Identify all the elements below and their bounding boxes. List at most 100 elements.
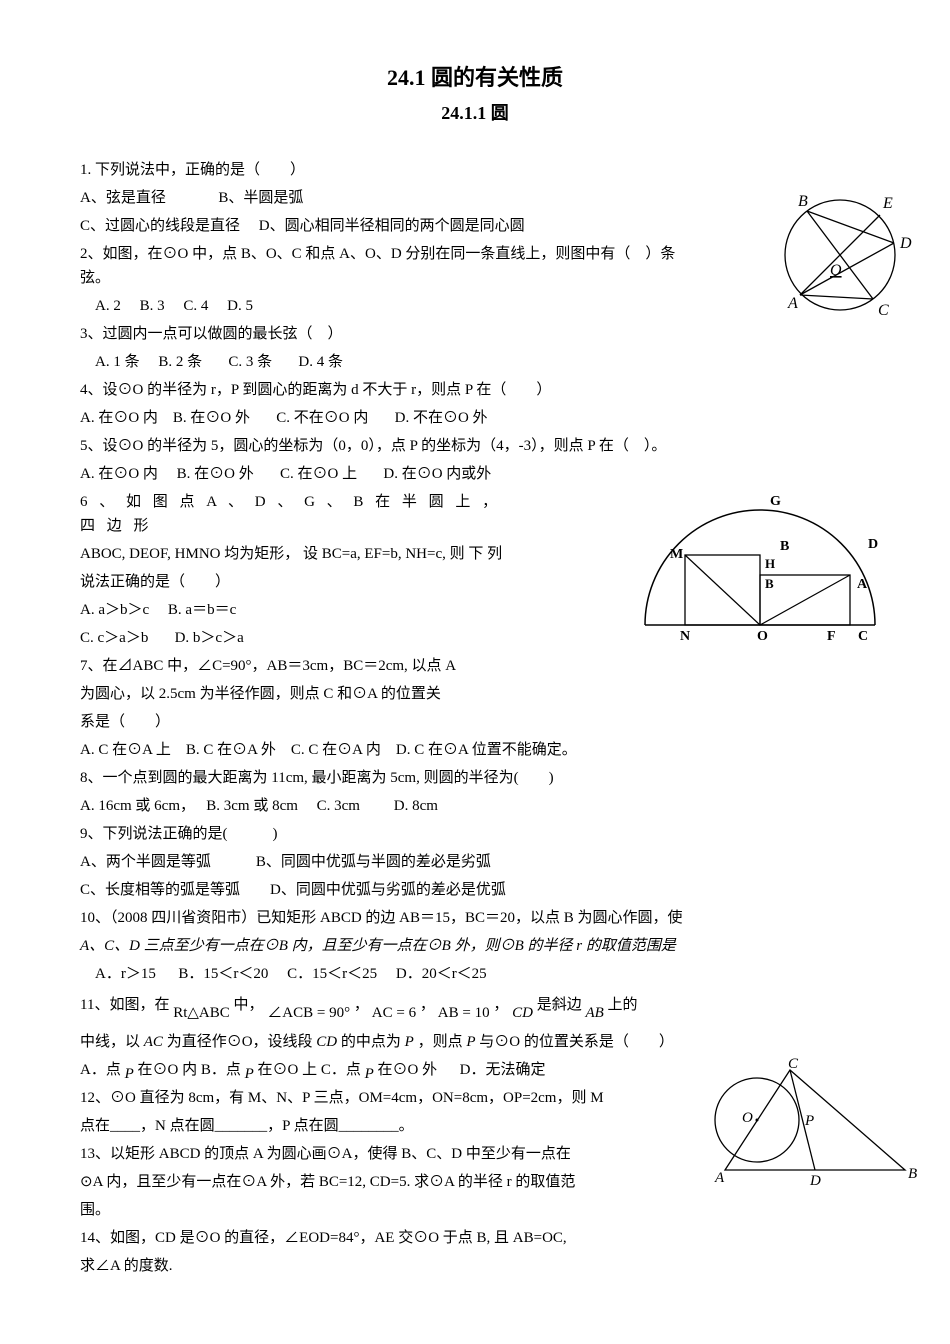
q11-cd: CD: [512, 1005, 533, 1021]
q11-p: P: [405, 1034, 414, 1050]
q11-ab: AB = 10: [438, 1005, 490, 1021]
q6-opts2: C. c＞a＞b D. b＞c＞a: [80, 626, 870, 650]
q8-C: C. 3cm: [317, 798, 360, 814]
q10-D: D．20＜r＜25: [396, 966, 487, 982]
q2-opts: A. 2 B. 3 C. 4 D. 5: [80, 294, 870, 318]
svg-text:O: O: [742, 1110, 753, 1126]
q7-A: A. C 在⊙A 上: [80, 742, 171, 758]
q9-stem: 9、下列说法正确的是( ): [80, 822, 870, 846]
svg-text:D: D: [868, 537, 878, 552]
q13-line1: 13、以矩形 ABCD 的顶点 A 为圆心画⊙A，使得 B、C、D 中至少有一点…: [80, 1142, 640, 1166]
q11-t5: ，: [493, 997, 508, 1013]
svg-text:A: A: [714, 1170, 725, 1186]
q3-A: A. 1 条: [95, 354, 140, 370]
q11-t2: 中，: [234, 997, 264, 1013]
q3-stem: 3、过圆内一点可以做圆的最长弦（ ）: [80, 322, 870, 346]
q3-B: B. 2 条: [158, 354, 202, 370]
svg-text:C: C: [878, 302, 889, 319]
q10-B: B．15＜r＜20: [178, 966, 268, 982]
svg-text:D: D: [809, 1173, 821, 1189]
q1-opts2: C、过圆心的线段是直径 D、圆心相同半径相同的两个圆是同心圆: [80, 214, 870, 238]
q7-C: C. C 在⊙A 内: [291, 742, 381, 758]
q2-C: C. 4: [183, 298, 208, 314]
q8-D: D. 8cm: [394, 798, 438, 814]
q13-line2: ⊙A 内，且至少有一点在⊙A 外，若 BC=12, CD=5. 求⊙A 的半径 …: [80, 1170, 640, 1194]
q6-A: A. a＞b＞c: [80, 602, 149, 618]
q11-line1: 11、如图，在 Rt△ABC 中， ∠ACB = 90° ， AC = 6 ， …: [80, 990, 870, 1020]
q2-D: D. 5: [227, 298, 253, 314]
q7-B: B. C 在⊙A 外: [186, 742, 276, 758]
q7-opts: A. C 在⊙A 上 B. C 在⊙A 外 C. C 在⊙A 内 D. C 在⊙…: [80, 738, 870, 762]
q5-D: D. 在⊙O 内或外: [383, 466, 491, 482]
q13-line3: 围。: [80, 1198, 870, 1222]
svg-text:C: C: [788, 1056, 799, 1072]
q10-C: C．15＜r＜25: [287, 966, 377, 982]
q6-B: B. a＝b＝c: [168, 602, 236, 618]
q3-C: C. 3 条: [228, 354, 272, 370]
q11-ab2: AB: [585, 1005, 603, 1021]
q2-stem: 2、如图，在⊙O 中，点 B、O、C 和点 A、O、D 分别在同一条直线上，则图…: [80, 242, 680, 290]
q1-A: A、弦是直径: [80, 190, 166, 206]
q9-opts2: C、长度相等的弧是等弧 D、同圆中优弧与劣弧的差必是优弧: [80, 878, 870, 902]
q8-opts: A. 16cm 或 6cm， B. 3cm 或 8cm C. 3cm D. 8c…: [80, 794, 870, 818]
svg-text:B: B: [780, 539, 789, 554]
q12-line2: 点在____，N 点在圆_______，P 点在圆________。: [80, 1114, 640, 1138]
q1-opts: A、弦是直径 B、半圆是弧: [80, 186, 870, 210]
q8-A: A. 16cm 或 6cm，: [80, 798, 195, 814]
q5-A: A. 在⊙O 内: [80, 466, 158, 482]
q14-line1: 14、如图，CD 是⊙O 的直径，∠EOD=84°，AE 交⊙O 于点 B, 且…: [80, 1226, 870, 1250]
q8-stem: 8、一个点到圆的最大距离为 11cm, 最小距离为 5cm, 则圆的半径为( ): [80, 766, 870, 790]
q4-A: A. 在⊙O 内: [80, 410, 158, 426]
svg-text:A: A: [857, 577, 868, 592]
q11-t8: 中线，以: [80, 1034, 140, 1050]
q4-opts: A. 在⊙O 内 B. 在⊙O 外 C. 不在⊙O 内 D. 不在⊙O 外: [80, 406, 870, 430]
q9-A: A、两个半圆是等弧: [80, 854, 211, 870]
q11-A-var3: P: [365, 1066, 374, 1082]
q11-t10: 的中点为: [341, 1034, 401, 1050]
q4-B: B. 在⊙O 外: [173, 410, 250, 426]
q6-stem3: 说法正确的是（ ）: [80, 570, 510, 594]
q11-t12: 与⊙O 的位置关系是（ ）: [479, 1034, 674, 1050]
q11-line2: 中线，以 AC 为直径作⊙O，设线段 CD 的中点为 P ，则点 P 与⊙O 的…: [80, 1030, 870, 1054]
q6-D: D. b＞c＞a: [175, 630, 244, 646]
q11-D: D．无法确定: [460, 1062, 546, 1078]
q6-opts1: A. a＞b＞c B. a＝b＝c: [80, 598, 870, 622]
q2-B: B. 3: [140, 298, 165, 314]
figure-q11: C O P A D B: [710, 1060, 920, 1190]
q4-stem: 4、设⊙O 的半径为 r，P 到圆心的距离为 d 不大于 r，则点 P 在（ ）: [80, 378, 870, 402]
svg-text:H: H: [765, 556, 775, 571]
q11-A-var: P: [125, 1066, 134, 1082]
q2-A: A. 2: [95, 298, 121, 314]
q11-t9: 为直径作⊙O，设线段: [167, 1034, 313, 1050]
svg-text:E: E: [882, 195, 893, 212]
q1-C: C、过圆心的线段是直径: [80, 218, 240, 234]
svg-text:M: M: [670, 547, 683, 562]
q7-D: D. C 在⊙A 位置不能确定。: [396, 742, 577, 758]
q11-p2: P: [466, 1034, 475, 1050]
q11-acb: ∠ACB = 90°: [267, 1005, 350, 1021]
q11-A-post: 在⊙O 内 B．点: [138, 1062, 241, 1078]
q5-B: B. 在⊙O 外: [177, 466, 254, 482]
q10-stem2: A、C、D 三点至少有一点在⊙B 内，且至少有一点在⊙B 外，则⊙B 的半径 r…: [80, 934, 870, 958]
q7-stem3: 系是（ ）: [80, 710, 510, 734]
q10-A: A．r＞15: [95, 966, 156, 982]
q1-D: D、圆心相同半径相同的两个圆是同心圆: [259, 218, 525, 234]
q11-rt: Rt△ABC: [173, 1005, 230, 1021]
svg-text:P: P: [804, 1113, 814, 1129]
q3-D: D. 4 条: [298, 354, 343, 370]
q11-t6: 是斜边: [537, 997, 582, 1013]
title-main: 24.1 圆的有关性质: [80, 60, 870, 95]
q9-B: B、同圆中优弧与半圆的差必是劣弧: [256, 854, 491, 870]
q9-C: C、长度相等的弧是等弧: [80, 882, 240, 898]
q1-stem: 1. 下列说法中，正确的是（ ）: [80, 158, 870, 182]
svg-text:B: B: [908, 1166, 917, 1182]
q11-A-var2: P: [245, 1066, 254, 1082]
q5-C: C. 在⊙O 上: [280, 466, 357, 482]
q11-ac2: AC: [144, 1034, 163, 1050]
q5-stem: 5、设⊙O 的半径为 5，圆心的坐标为（0，0），点 P 的坐标为（4，-3），…: [80, 434, 870, 458]
title-sub: 24.1.1 圆: [80, 99, 870, 128]
q6-stem1: 6 、 如 图 点 A 、 D 、 G 、 B 在 半 圆 上 ， 四 边 形: [80, 490, 510, 538]
q11-cd2: CD: [316, 1034, 337, 1050]
q11-t7: 上的: [608, 997, 638, 1013]
q11-t3: ，: [354, 997, 369, 1013]
